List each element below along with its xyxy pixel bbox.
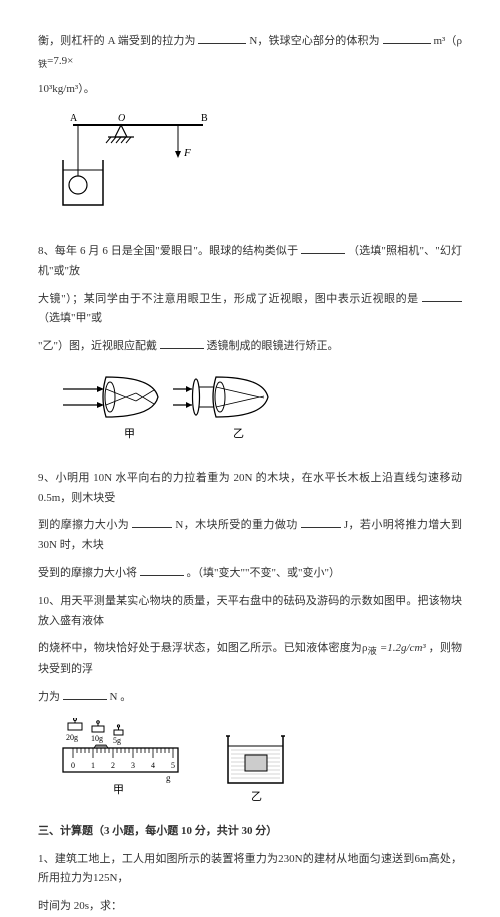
q7-line1: 衡，则杠杆的 A 端受到的拉力为 N，铁球空心部分的体积为 m³（ρ 铁=7.9×	[38, 32, 462, 72]
q7-frag2: N，铁球空心部分的体积为	[249, 35, 379, 47]
balance-svg: 20g 10g 5g 0 1 2 3 4 5 g 甲	[58, 718, 188, 808]
q10-line3a: 力为	[38, 691, 60, 703]
q8-line3b: 透镜制成的眼镜进行矫正。	[206, 340, 338, 352]
section3-title: 三、计算题（3 小题，每小题 10 分，共计 30 分）	[38, 822, 462, 842]
eye-diagram-svg: 甲 乙	[58, 367, 318, 447]
q10-line3: 力为 N 。	[38, 688, 462, 708]
q7-line2: 10³kg/m³）。	[38, 80, 462, 100]
labelA-text: A	[70, 113, 78, 124]
s2: 2	[111, 761, 115, 770]
q7-frag1: 衡，则杠杆的 A 端受到的拉力为	[38, 35, 196, 47]
q7-figure: A O B F (function(){ var d=JSON.parse(do…	[58, 110, 462, 228]
beaker-svg: 乙	[218, 728, 298, 808]
sunit: g	[166, 773, 171, 783]
q9-line3: 受到的摩擦力大小将 。（填"变大""不变"、或"变小"）	[38, 564, 462, 584]
q10-line2sub: 液	[367, 647, 377, 657]
q7-frag3: m³（ρ	[433, 35, 462, 47]
q9-line3b: 。（填"变大""不变"、或"变小"）	[187, 567, 340, 579]
q8-blank3	[160, 337, 204, 349]
q9-blank2	[301, 516, 341, 528]
q8-frag1: 8、每年 6 月 6 日是全国"爱眼日"。眼球的结构类似于	[38, 245, 298, 257]
labelF-text: F	[183, 147, 191, 159]
q8-line3: "乙"）图，近视眼应配戴 透镜制成的眼镜进行矫正。	[38, 337, 462, 357]
q3-1-line2: 时间为 20s，求：	[38, 897, 462, 917]
q9-line3a: 受到的摩擦力大小将	[38, 567, 137, 579]
q10-line1: 10、用天平测量某实心物块的质量，天平右盘中的砝码及游码的示数如图甲。把该物块放…	[38, 592, 462, 632]
s0: 0	[71, 761, 75, 770]
lever-beaker-svg: A O B F	[58, 110, 218, 220]
q3-1-line1: 1、建筑工地上，工人用如图所示的装置将重力为230N的建材从地面匀速送到6m高处…	[38, 850, 462, 890]
s4: 4	[151, 761, 155, 770]
q8-line3a: "乙"）图，近视眼应配戴	[38, 340, 157, 352]
q8-line2a: 大镜"）；某同学由于不注意用眼卫生，形成了近视眼，图中表示近视眼的是	[38, 293, 419, 305]
q8-line2: 大镜"）；某同学由于不注意用眼卫生，形成了近视眼，图中表示近视眼的是 （选填"甲…	[38, 290, 462, 330]
w5-text: 5g	[113, 736, 121, 745]
q9-line2b: N，木块所受的重力做功	[175, 519, 297, 531]
s1: 1	[91, 761, 95, 770]
q10-line2eq: =1.2g/cm³	[380, 642, 426, 654]
q9-blank3	[140, 564, 184, 576]
q10-blank1	[63, 688, 107, 700]
q10-line2a: 的烧杯中，物块恰好处于悬浮状态，如图乙所示。已知液体密度为ρ	[38, 642, 367, 654]
q8-line1: 8、每年 6 月 6 日是全国"爱眼日"。眼球的结构类似于 （选填"照相机"、"…	[38, 242, 462, 282]
eye-label-left: 甲	[124, 428, 135, 440]
q7-blank2	[383, 32, 431, 44]
labelO-text: O	[118, 113, 125, 124]
bal-label-left: 甲	[113, 784, 124, 796]
q7-sub: 铁	[38, 59, 47, 69]
q9-blank1	[132, 516, 172, 528]
q9-line2a: 到的摩擦力大小为	[38, 519, 129, 531]
q9-line2: 到的摩擦力大小为 N，木块所受的重力做功 J，若小明将推力增大到 30N 时，木…	[38, 516, 462, 556]
q9-line1: 9、小明用 10N 水平向右的力拉着重为 20N 的木块，在水平长木板上沿直线匀…	[38, 469, 462, 509]
w20-text: 20g	[66, 733, 78, 742]
q8-figure: 甲 乙 (function(){ var d=JSON.parse(docume…	[58, 367, 462, 455]
q8-blank1	[301, 242, 345, 254]
q8-blank2	[422, 290, 462, 302]
s5: 5	[171, 761, 175, 770]
q10-line2: 的烧杯中，物块恰好处于悬浮状态，如图乙所示。已知液体密度为ρ液 =1.2g/cm…	[38, 639, 462, 679]
s3: 3	[131, 761, 135, 770]
q10-figure: 20g 10g 5g 0 1 2 3 4 5 g 甲	[58, 718, 462, 808]
labelB-text: B	[201, 113, 208, 124]
bal-label-right: 乙	[251, 790, 262, 803]
q10-line3b: N 。	[110, 691, 132, 703]
q7-frag4: =7.9×	[47, 55, 73, 67]
q8-line2b: （选填"甲"或	[38, 312, 102, 324]
q7-blank1	[198, 32, 246, 44]
eye-label-right: 乙	[233, 427, 244, 440]
w10-text: 10g	[91, 734, 103, 743]
